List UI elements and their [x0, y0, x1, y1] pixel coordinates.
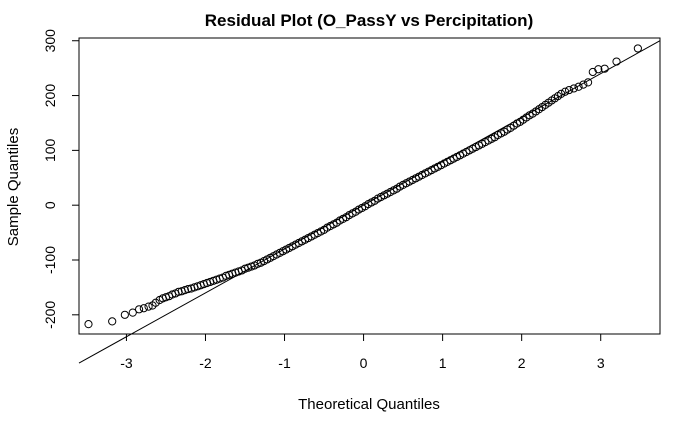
data-point	[612, 57, 621, 66]
data-point	[557, 89, 566, 99]
x-tick-label: 3	[597, 355, 605, 371]
data-point	[174, 287, 183, 296]
y-axis: -200 -100 0 100 200 300	[42, 29, 80, 329]
data-point	[144, 302, 153, 311]
y-tick-label: 100	[42, 138, 58, 162]
data-point	[561, 87, 570, 96]
data-point	[120, 310, 129, 319]
data-point	[139, 304, 148, 313]
chart-title: Residual Plot (O_PassY vs Percipitation)	[205, 11, 533, 30]
y-tick-label: -200	[42, 301, 58, 329]
y-tick-label: -100	[42, 246, 58, 274]
data-point	[134, 305, 144, 314]
data-point	[564, 85, 574, 95]
data-point	[579, 80, 588, 89]
y-axis-label: Sample Quantiles	[5, 128, 22, 246]
x-axis: -3 -2 -1 0 1 2 3	[120, 333, 605, 371]
data-point	[183, 284, 193, 294]
x-axis-label: Theoretical Quantiles	[298, 396, 440, 413]
data-point	[108, 317, 117, 326]
data-point	[574, 82, 583, 91]
x-tick-label: 2	[518, 355, 526, 371]
x-tick-label: 1	[439, 355, 447, 371]
x-tick-label: -1	[278, 355, 291, 371]
data-point	[128, 308, 137, 317]
y-tick-label: 200	[42, 84, 58, 108]
data-point	[633, 44, 642, 53]
x-tick-label: 0	[360, 355, 368, 371]
x-tick-label: -3	[120, 355, 133, 371]
data-point	[594, 65, 603, 74]
y-tick-label: 300	[42, 29, 58, 53]
data-point	[583, 78, 593, 87]
data-points	[84, 44, 642, 329]
plot-frame	[78, 37, 661, 335]
data-point	[600, 64, 609, 73]
data-point	[84, 320, 93, 329]
data-point	[569, 84, 578, 93]
y-tick-label: 0	[42, 201, 58, 209]
x-tick-label: -2	[199, 355, 212, 371]
